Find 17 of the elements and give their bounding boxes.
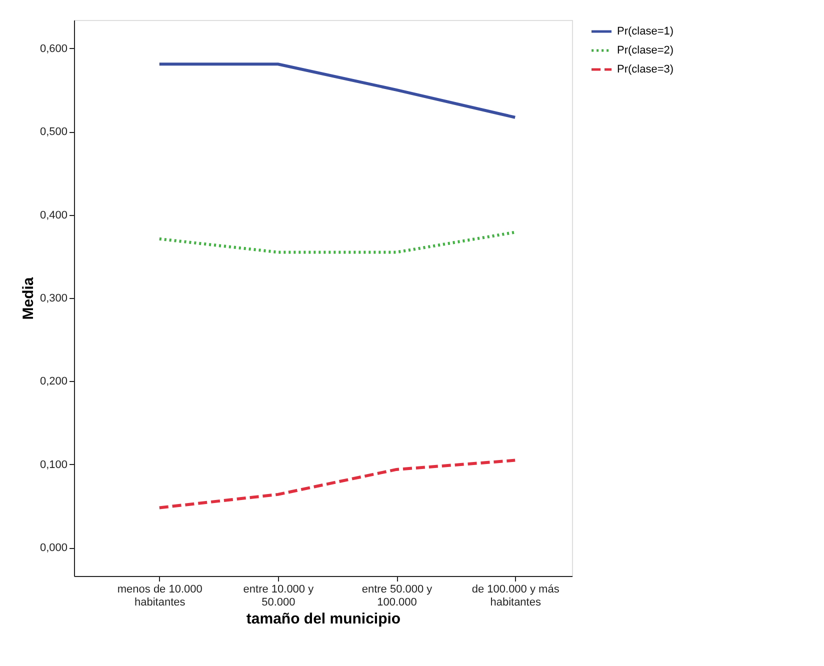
- legend-label: Pr(clase=1): [617, 26, 674, 38]
- y-tick-label: 0,100: [40, 458, 68, 471]
- x-axis-title: tamaño del municipio: [246, 610, 401, 628]
- x-tick-label: de 100.000 y más habitantes: [472, 584, 560, 608]
- x-tick-label: entre 50.000 y 100.000: [362, 584, 433, 608]
- legend-label: Pr(clase=2): [617, 44, 674, 56]
- y-tick-label: 0,500: [40, 126, 68, 138]
- y-tick-label: 0,200: [40, 376, 68, 388]
- legend-label: Pr(clase=3): [617, 64, 674, 76]
- y-tick-label: 0,300: [40, 292, 68, 304]
- y-tick-label: 0,000: [40, 542, 68, 554]
- x-tick-label: menos de 10.000 habitantes: [117, 584, 202, 608]
- line-series: [158, 458, 517, 510]
- x-tick-label: entre 10.000 y 50.000: [243, 584, 314, 608]
- y-tick-label: 0,400: [40, 209, 68, 222]
- y-axis-title: Media: [20, 276, 37, 320]
- y-tick-label: 0,600: [40, 42, 68, 55]
